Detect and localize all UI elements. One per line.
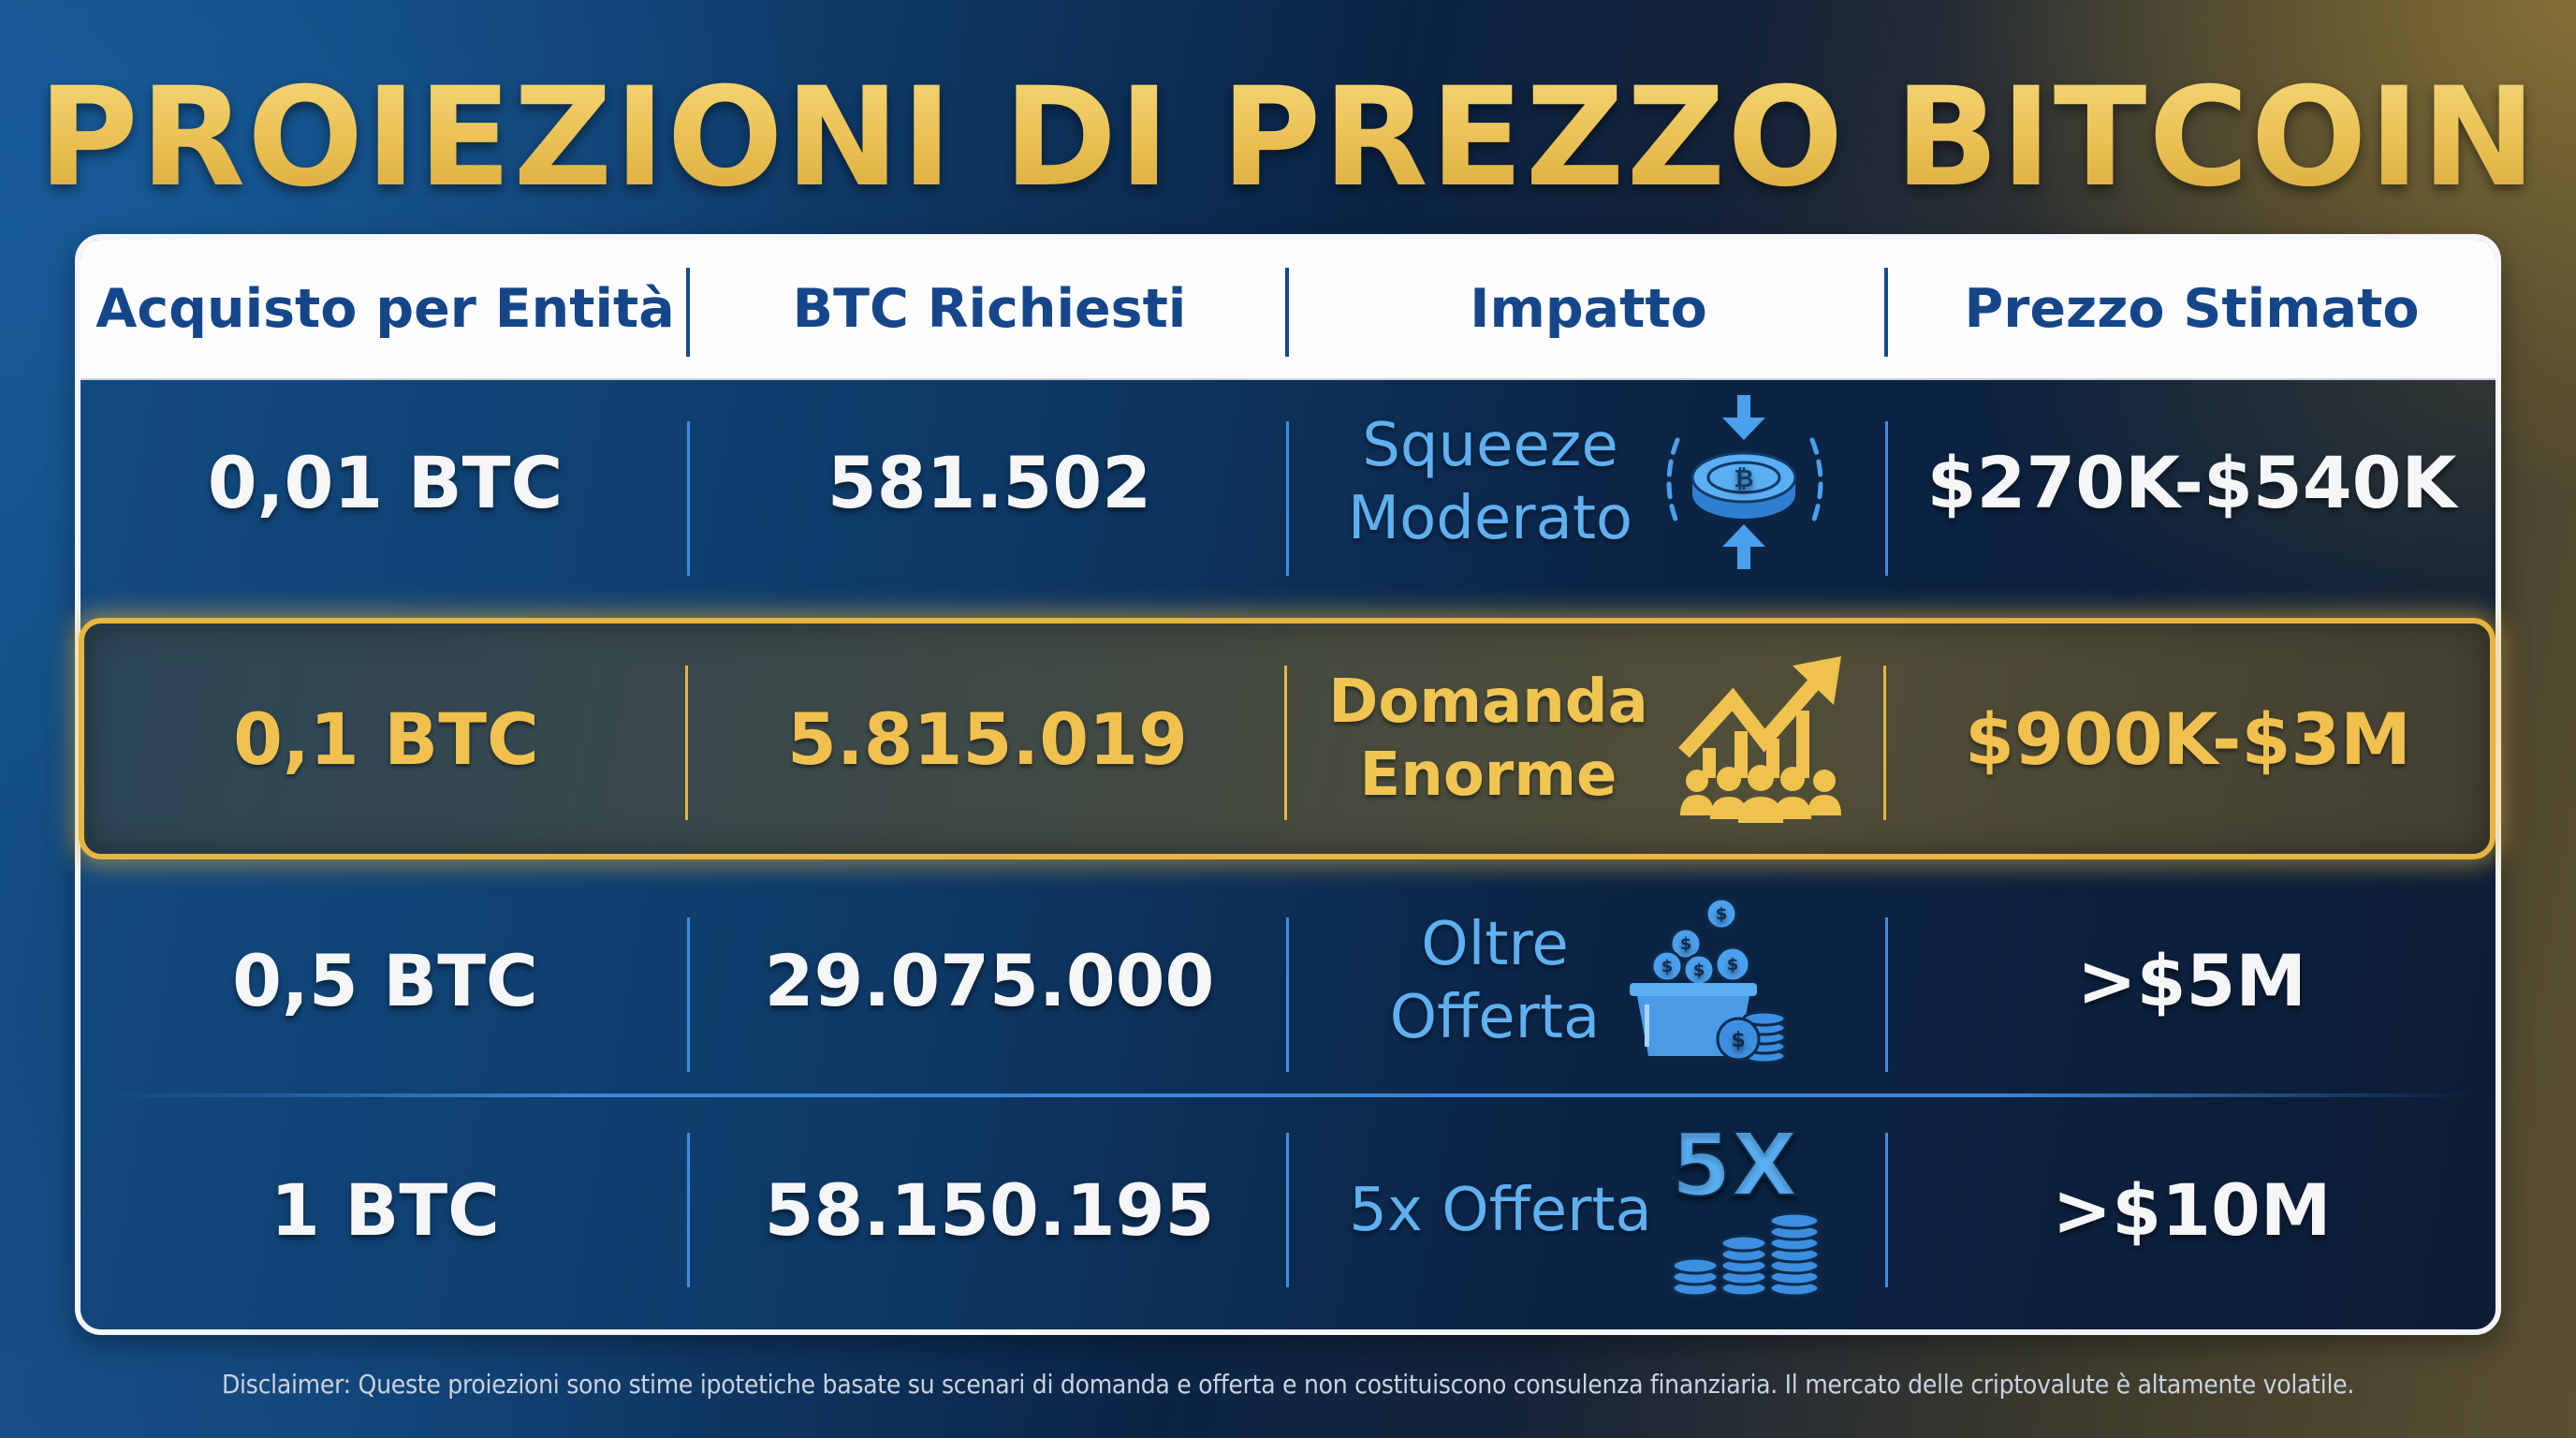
estimated-price-value: >$5M: [2076, 939, 2307, 1022]
column-divider: [687, 421, 690, 576]
column-divider: [1286, 421, 1289, 576]
svg-text:$: $: [1727, 955, 1739, 975]
impact-line-2: Offerta: [1389, 982, 1601, 1052]
column-divider: [686, 268, 690, 357]
btc-required-cell: 58.150.195: [690, 1091, 1289, 1329]
purchase-cell: 0,1 BTC: [84, 624, 688, 854]
column-divider: [1883, 666, 1886, 820]
estimated-price-cell: $270K-$540K: [1888, 374, 2496, 590]
column-divider: [687, 1133, 690, 1287]
header-btc-required: BTC Richiesti: [690, 240, 1289, 378]
row-separator: [103, 1093, 2473, 1097]
purchase-value: 0,1 BTC: [233, 697, 539, 781]
btc-required-value: 581.502: [827, 440, 1152, 524]
svg-text:$: $: [1680, 934, 1692, 954]
svg-text:$: $: [1693, 961, 1705, 980]
header-purchase-per-entity: Acquisto per Entità: [80, 240, 690, 378]
squeezed-bitcoin-coin-icon: ₿: [1666, 395, 1823, 569]
header-label: BTC Richiesti: [792, 278, 1187, 340]
disclaimer-text: Disclaimer: Queste proiezioni sono stime…: [221, 1369, 2355, 1400]
impact-line-2: Moderato: [1347, 484, 1633, 553]
column-divider: [1286, 1133, 1289, 1287]
purchase-cell: 0,01 BTC: [80, 374, 690, 590]
column-divider: [685, 666, 688, 820]
svg-text:$: $: [1716, 904, 1728, 924]
impact-line-1: 5x Offerta: [1349, 1175, 1652, 1245]
header-impact: Impatto: [1289, 240, 1888, 378]
purchase-value: 0,5 BTC: [232, 939, 538, 1022]
column-divider: [687, 917, 690, 1072]
svg-text:$: $: [1732, 1029, 1746, 1052]
rising-chart-crowd-icon: [1677, 656, 1841, 823]
estimated-price-cell: >$5M: [1888, 871, 2496, 1091]
estimated-price-value: >$10M: [2052, 1168, 2332, 1252]
impact-cell: Squeeze Moderato ₿: [1289, 374, 1888, 590]
purchase-value: 0,01 BTC: [207, 440, 564, 524]
overflowing-coin-bucket-icon: $ $ $ $ $ $: [1630, 897, 1787, 1064]
btc-required-value: 58.150.195: [764, 1168, 1215, 1252]
table-row: 0,1 BTC 5.815.019 Domanda Enorme: [84, 624, 2490, 854]
estimated-price-value: $900K-$3M: [1965, 697, 2411, 781]
purchase-value: 1 BTC: [271, 1168, 500, 1252]
svg-text:₿: ₿: [1734, 465, 1753, 493]
btc-required-cell: 581.502: [690, 374, 1289, 590]
impact-label: Squeeze Moderato: [1348, 409, 1632, 555]
column-divider: [1284, 666, 1287, 820]
column-divider: [1885, 917, 1888, 1072]
column-divider: [1885, 421, 1888, 576]
impact-line-1: Squeeze: [1362, 411, 1618, 480]
svg-text:5X: 5X: [1671, 1122, 1797, 1215]
purchase-cell: 0,5 BTC: [80, 871, 690, 1091]
table-row: 1 BTC 58.150.195 5x Offerta 5X: [80, 1091, 2496, 1329]
estimated-price-cell: >$10M: [1888, 1091, 2496, 1329]
estimated-price-value: $270K-$540K: [1926, 440, 2457, 524]
purchase-cell: 1 BTC: [80, 1091, 690, 1329]
impact-cell: 5x Offerta 5X: [1289, 1091, 1888, 1329]
impact-line-1: Oltre: [1421, 909, 1569, 979]
highlighted-row: 0,1 BTC 5.815.019 Domanda Enorme: [79, 618, 2496, 859]
table-row: 0,5 BTC 29.075.000 Oltre Offerta $ $ $ $: [80, 871, 2496, 1091]
impact-line-2: Enorme: [1359, 741, 1617, 810]
header-label: Impatto: [1470, 278, 1707, 340]
column-divider: [1285, 268, 1289, 357]
table-header: Acquisto per Entità BTC Richiesti Impatt…: [80, 240, 2496, 380]
header-label: Prezzo Stimato: [1964, 278, 2420, 340]
header-estimated-price: Prezzo Stimato: [1888, 240, 2496, 378]
impact-cell: Oltre Offerta $ $ $ $ $: [1289, 871, 1888, 1091]
column-divider: [1885, 1133, 1888, 1287]
table-row: 0,01 BTC 581.502 Squeeze Moderato: [80, 374, 2496, 590]
page-title: PROIEZIONI DI PREZZO BITCOIN: [0, 58, 2576, 217]
btc-required-value: 5.815.019: [787, 697, 1188, 781]
impact-label: Oltre Offerta: [1390, 908, 1600, 1054]
column-divider: [1286, 917, 1289, 1072]
column-divider: [1884, 268, 1888, 357]
svg-text:$: $: [1661, 957, 1674, 976]
impact-label: Domanda Enorme: [1328, 666, 1648, 812]
btc-required-cell: 29.075.000: [690, 871, 1289, 1091]
btc-required-cell: 5.815.019: [688, 624, 1287, 854]
estimated-price-cell: $900K-$3M: [1886, 624, 2490, 854]
impact-line-1: Domanda: [1328, 668, 1648, 737]
impact-label: 5x Offerta: [1349, 1174, 1651, 1247]
header-label: Acquisto per Entità: [95, 278, 675, 340]
btc-required-value: 29.075.000: [764, 939, 1215, 1022]
impact-cell: Domanda Enorme: [1287, 624, 1886, 854]
5x-coin-stacks-icon: 5X: [1670, 1122, 1821, 1297]
